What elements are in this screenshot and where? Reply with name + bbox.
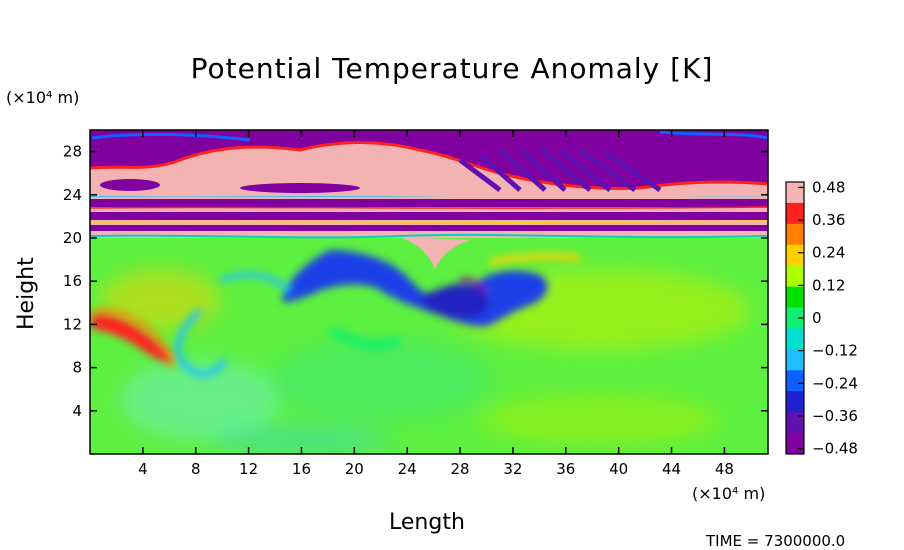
field-band-stripes <box>90 192 768 239</box>
x-tick-label: 4 <box>138 460 148 478</box>
y-axis-unit: (×10⁴ m) <box>6 88 80 107</box>
colorbar-swatch <box>786 286 804 309</box>
x-tick-label: 48 <box>715 460 734 478</box>
x-tick-label: 12 <box>239 460 258 478</box>
colorbar-swatch <box>786 202 804 225</box>
field-cold-pool <box>174 250 548 377</box>
x-tick-label: 36 <box>556 460 575 478</box>
x-tick-label: 16 <box>292 460 311 478</box>
y-tick-label: 24 <box>63 186 82 204</box>
x-tick-label: 8 <box>191 460 201 478</box>
x-tick-label: 28 <box>451 460 470 478</box>
colorbar-swatch <box>786 349 804 371</box>
y-tick-label: 8 <box>72 359 82 377</box>
colorbar-swatch <box>786 328 804 350</box>
y-tick-label: 28 <box>63 143 82 161</box>
colorbar-swatch <box>786 265 804 288</box>
x-axis-ticks: 4 8 12 16 20 24 28 32 36 40 44 48 <box>138 130 734 478</box>
colorbar-swatch <box>786 370 804 392</box>
colorbar-tick-label: 0 <box>812 309 822 327</box>
colorbar-tick-label: −0.36 <box>812 407 858 425</box>
x-tick-label: 40 <box>609 460 628 478</box>
x-tick-label: 32 <box>503 460 522 478</box>
x-axis-unit: (×10⁴ m) <box>692 484 766 503</box>
field-upper-ripples <box>458 146 662 193</box>
y-tick-label: 4 <box>72 402 82 420</box>
plot-frame <box>89 129 769 455</box>
chart-title: Potential Temperature Anomaly [K] <box>190 52 714 85</box>
colorbar-swatch <box>786 412 804 434</box>
field-warm-streak <box>90 253 581 370</box>
colorbar-tick-label: 0.36 <box>812 211 845 229</box>
colorbar-tick-label: −0.12 <box>812 342 858 360</box>
colorbar-swatch <box>786 182 804 204</box>
colorbar-tick-label: 0.48 <box>812 178 845 196</box>
y-tick-label: 20 <box>63 229 82 247</box>
colorbar-tick-label: −0.48 <box>812 440 858 458</box>
field-upper-blue-edges <box>91 130 768 142</box>
y-tick-label: 12 <box>63 315 82 333</box>
x-axis-label: Length <box>389 510 465 535</box>
colorbar-swatch <box>786 244 804 267</box>
x-tick-label: 44 <box>662 460 681 478</box>
x-tick-label: 24 <box>398 460 417 478</box>
x-tick-label: 20 <box>345 460 364 478</box>
colorbar-tick-label: −0.24 <box>812 374 858 392</box>
field-tongue <box>400 237 470 270</box>
y-tick-label: 16 <box>63 272 82 290</box>
y-axis-ticks: 4 8 12 16 20 24 28 <box>63 143 768 420</box>
heatmap-field <box>90 130 768 454</box>
colorbar: 0.48 0.36 0.24 0.12 0 −0.12 −0.24 −0.36 −0.48 <box>785 178 858 458</box>
colorbar-swatch <box>786 433 804 455</box>
colorbar-swatch <box>786 223 804 246</box>
colorbar-tick-label: 0.12 <box>812 276 845 294</box>
colorbar-tick-label: 0.24 <box>812 244 845 262</box>
colorbar-swatch <box>786 391 804 413</box>
field-upper-warm <box>90 142 768 196</box>
colorbar-swatch <box>786 307 804 329</box>
